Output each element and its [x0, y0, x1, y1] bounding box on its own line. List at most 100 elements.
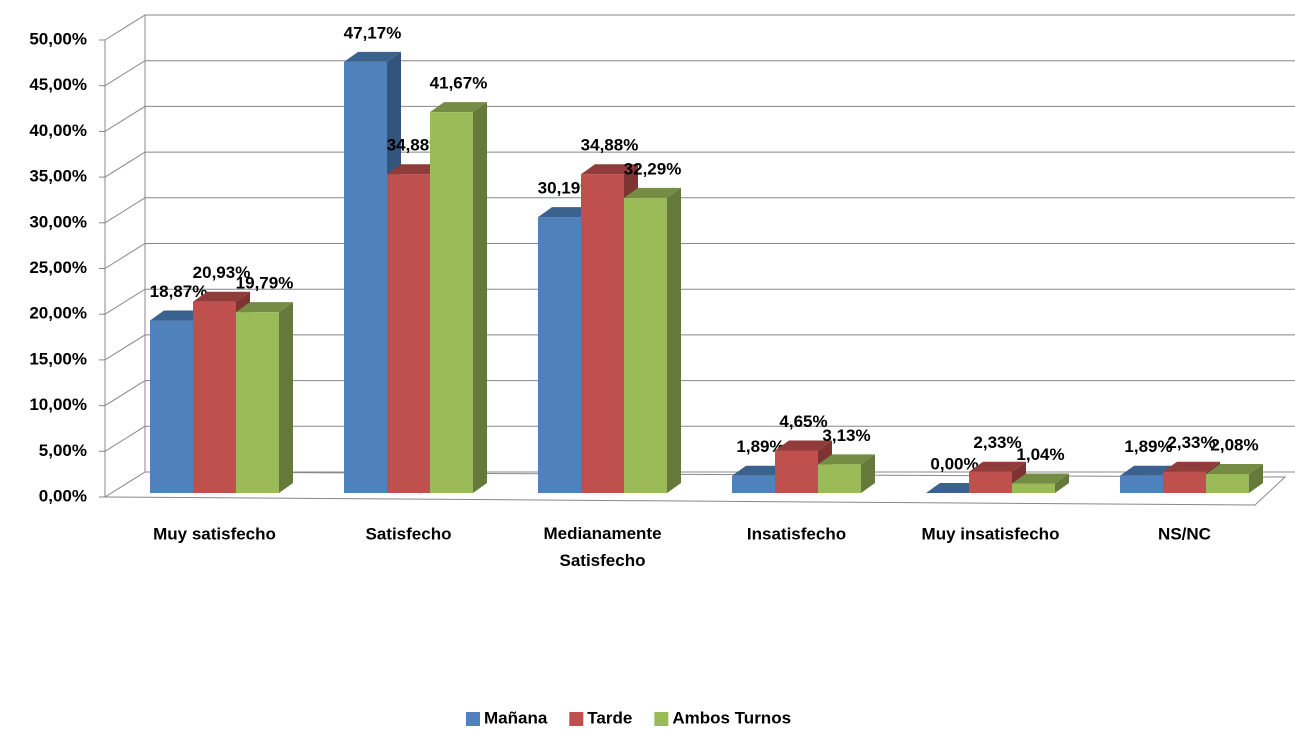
grid-line: [104, 14, 1295, 41]
legend-label: Tarde: [587, 708, 632, 727]
bar-top: [969, 461, 1026, 472]
bar-top: [926, 483, 983, 493]
bar: [775, 440, 832, 493]
bar: [1120, 465, 1177, 493]
bar-top: [1012, 473, 1069, 484]
bar-front: [1012, 483, 1055, 493]
x-tick-label: NS/NC: [1158, 524, 1211, 543]
bar-side: [861, 454, 875, 493]
grid-line: [104, 151, 1295, 178]
legend-swatch: [654, 712, 669, 726]
legend-swatch: [569, 712, 584, 726]
bar-top: [150, 310, 207, 321]
bar-front: [969, 471, 1012, 493]
legend: Mañana Tarde Ambos Turnos: [466, 708, 791, 727]
bar: [926, 483, 983, 493]
y-tick-label: 25,00%: [29, 258, 87, 277]
data-label: 2,08%: [1210, 435, 1258, 454]
bar-top: [344, 51, 401, 62]
y-tick-label: 0,00%: [39, 486, 87, 505]
data-label: 30,19%: [538, 179, 596, 198]
data-label: 34,88%: [581, 136, 639, 155]
bar-front: [538, 217, 581, 493]
bar-top: [1206, 463, 1263, 474]
bar: [1206, 463, 1263, 493]
bar-top: [624, 187, 681, 198]
bar-front: [150, 320, 193, 493]
x-tick-label: Insatisfecho: [747, 524, 846, 543]
bar-top: [430, 102, 487, 113]
data-label: 20,93%: [193, 263, 251, 282]
bar-front: [818, 464, 861, 493]
bar: [236, 302, 293, 493]
bar-front: [1163, 471, 1206, 493]
data-label: 34,88%: [387, 136, 445, 155]
bar-top: [538, 207, 595, 218]
y-tick-label: 10,00%: [29, 395, 87, 414]
grid-line: [104, 471, 1295, 498]
bar-front: [1206, 473, 1249, 493]
y-tick-label: 5,00%: [39, 441, 87, 460]
data-label: 1,89%: [736, 437, 784, 456]
bar: [818, 454, 875, 493]
y-tick-label: 40,00%: [29, 121, 87, 140]
grid-line: [104, 243, 1295, 269]
y-tick-label: 30,00%: [29, 212, 87, 231]
legend-label: Ambos Turnos: [672, 708, 791, 727]
bar-front: [624, 197, 667, 494]
y-tick-label: 45,00%: [29, 75, 87, 94]
bar-front: [430, 112, 473, 493]
bar-top: [1163, 461, 1220, 472]
bar-side: [473, 102, 487, 493]
y-tick-label: 35,00%: [29, 167, 87, 186]
bar-front: [775, 450, 818, 493]
x-tick-label: Satisfecho: [366, 524, 452, 543]
bar-front: [344, 61, 387, 493]
bar-front: [387, 174, 430, 494]
bar-front: [236, 312, 279, 493]
bar-top: [193, 291, 250, 302]
data-label: 2,33%: [1167, 433, 1215, 452]
data-label: 2,33%: [973, 433, 1021, 452]
floor: [104, 471, 1287, 506]
grid-line: [104, 380, 1295, 407]
grid-line: [104, 105, 1295, 132]
data-label: 0,00%: [930, 454, 978, 473]
bar-front: [732, 475, 775, 493]
grid-line: [104, 334, 1295, 361]
bar-top: [387, 164, 444, 175]
data-label: 3,13%: [822, 426, 870, 445]
x-tick-label: Medianamente Satisfecho: [543, 524, 661, 570]
bar-side: [1055, 473, 1069, 493]
data-label: 47,17%: [344, 23, 402, 42]
grid-line: [104, 288, 1295, 315]
data-label: 41,67%: [430, 74, 488, 93]
bar-top: [581, 164, 638, 175]
bar-side: [279, 302, 293, 493]
data-label: 4,65%: [779, 412, 827, 431]
bar-top: [818, 454, 875, 465]
bar-top: [732, 465, 789, 476]
grid-line: [104, 60, 1295, 87]
bar-top: [775, 440, 832, 451]
bar: [430, 102, 487, 493]
bar-top: [1120, 465, 1177, 476]
data-label: 1,89%: [1124, 437, 1172, 456]
data-label: 32,29%: [624, 159, 682, 178]
bar: [1012, 473, 1069, 493]
grid-line: [104, 197, 1295, 224]
bar-side: [667, 187, 681, 494]
legend-swatch: [466, 712, 480, 726]
bar: [624, 187, 681, 494]
bar-front: [1120, 475, 1163, 493]
grid-line: [104, 425, 1295, 452]
bar-side: [1249, 463, 1263, 493]
x-tick-label: Muy satisfecho: [153, 524, 276, 543]
bar-top: [236, 302, 293, 313]
x-tick-label: Muy insatisfecho: [922, 524, 1060, 543]
data-label: 1,04%: [1016, 445, 1064, 464]
legend-label: Mañana: [484, 708, 548, 727]
bar-front: [581, 174, 624, 494]
bar-front: [193, 301, 236, 493]
